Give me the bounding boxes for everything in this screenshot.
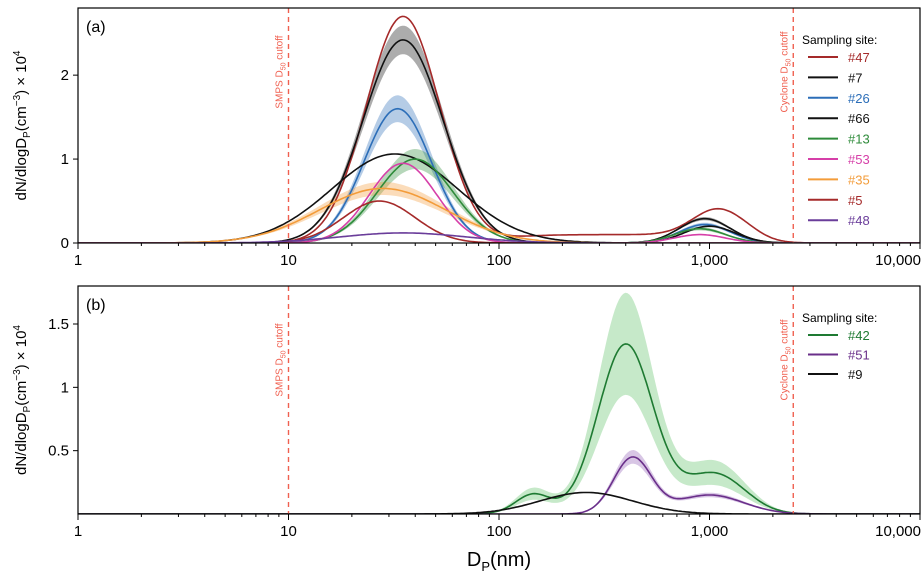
cutoff-label-sub: 50 (785, 346, 792, 354)
cutoff-label: Cyclone D50 cutoff (779, 319, 792, 400)
xlabel-sub: P (481, 559, 490, 574)
legend-title: Sampling site: (802, 33, 877, 47)
xlabel-tail: (nm) (490, 549, 531, 571)
legend-label: #66 (848, 111, 870, 126)
x-tick-label: 100 (486, 523, 511, 540)
series-line-9 (78, 491, 920, 514)
ylabel-sup: −3 (12, 369, 23, 381)
cutoff-label-main: SMPS D (275, 358, 286, 396)
series-line-51 (78, 456, 920, 514)
cutoff-label-tail: cutoff (779, 319, 790, 346)
y-axis-label: dN/dlogDP(cm−3) × 104 (12, 325, 33, 475)
legend-label: #5 (848, 193, 862, 208)
x-axis-label: DP(nm) (467, 549, 531, 574)
x-tick-label: 10,000 (875, 252, 921, 269)
ylabel-sup: 4 (12, 50, 23, 56)
y-tick-label: 1 (61, 379, 69, 396)
panel-label: (b) (86, 297, 106, 314)
cutoff-label-tail: cutoff (275, 35, 286, 62)
ylabel-part: × (13, 347, 30, 364)
cutoff-label-main: SMPS D (275, 70, 286, 108)
y-axis-label: dN/dlogDP(cm−3) × 104 (12, 50, 33, 200)
y-tick-label: 0 (61, 235, 69, 252)
y-tick-label: 2 (61, 67, 69, 84)
series-line-7 (78, 39, 920, 243)
ylabel-part: dN (13, 181, 30, 200)
ylabel-part: × (13, 73, 30, 90)
x-tick-label: 10 (280, 523, 297, 540)
ylabel-part: / (13, 176, 30, 181)
x-tick-label: 100 (486, 252, 511, 269)
cutoff-label-sub: 50 (281, 350, 288, 358)
plot-area (78, 292, 920, 514)
ylabel-part: dN (13, 456, 30, 475)
legend-label: #42 (848, 328, 870, 343)
legend-title: Sampling site: (802, 311, 877, 325)
cutoff-label: Cyclone D50 cutoff (779, 31, 792, 112)
x-tick-label: 1,000 (691, 523, 729, 540)
ylabel-sub: P (22, 131, 33, 138)
cutoff-label: SMPS D50 cutoff (275, 35, 288, 108)
panel-label: (a) (86, 19, 106, 36)
ylabel-sup: −3 (12, 94, 23, 106)
cutoff-label-tail: cutoff (779, 31, 790, 58)
cutoff-label-main: Cyclone D (779, 354, 790, 400)
cutoff-label-tail: cutoff (275, 323, 286, 350)
cutoff-label-sub: 50 (281, 62, 288, 70)
ylabel-part: dlogD (13, 138, 30, 177)
legend-label: #7 (848, 70, 862, 85)
ylabel-part: 10 (13, 56, 30, 73)
legend-label: #35 (848, 172, 870, 187)
ylabel-sup: 4 (12, 325, 23, 331)
legend-label: #53 (848, 152, 870, 167)
ylabel-part: dlogD (13, 412, 30, 451)
ylabel-part: ) (13, 364, 30, 369)
y-tick-label: 1 (61, 151, 69, 168)
x-tick-label: 1 (74, 523, 82, 540)
x-tick-label: 1,000 (691, 252, 729, 269)
y-tick-label: 1.5 (48, 316, 69, 333)
ylabel-part: ) (13, 90, 30, 95)
x-tick-label: 10 (280, 252, 297, 269)
x-tick-label: 1 (74, 252, 82, 269)
legend-label: #26 (848, 91, 870, 106)
legend-label: #13 (848, 132, 870, 147)
legend-label: #47 (848, 50, 870, 65)
y-tick-label: 0.5 (48, 443, 69, 460)
ylabel-part: 10 (13, 331, 30, 348)
ylabel-part: / (13, 451, 30, 456)
ylabel-part: (cm (13, 106, 30, 131)
x-tick-label: 10,000 (875, 523, 921, 540)
cutoff-label-main: Cyclone D (779, 66, 790, 112)
ylabel-part: (cm (13, 381, 30, 406)
series-line-35 (78, 187, 920, 243)
cutoff-label-sub: 50 (785, 58, 792, 66)
legend-label: #51 (848, 348, 870, 363)
xlabel-main: D (467, 549, 481, 571)
legend-label: #9 (848, 367, 862, 382)
legend-label: #48 (848, 213, 870, 228)
cutoff-label: SMPS D50 cutoff (275, 323, 288, 396)
ylabel-sub: P (22, 405, 33, 412)
